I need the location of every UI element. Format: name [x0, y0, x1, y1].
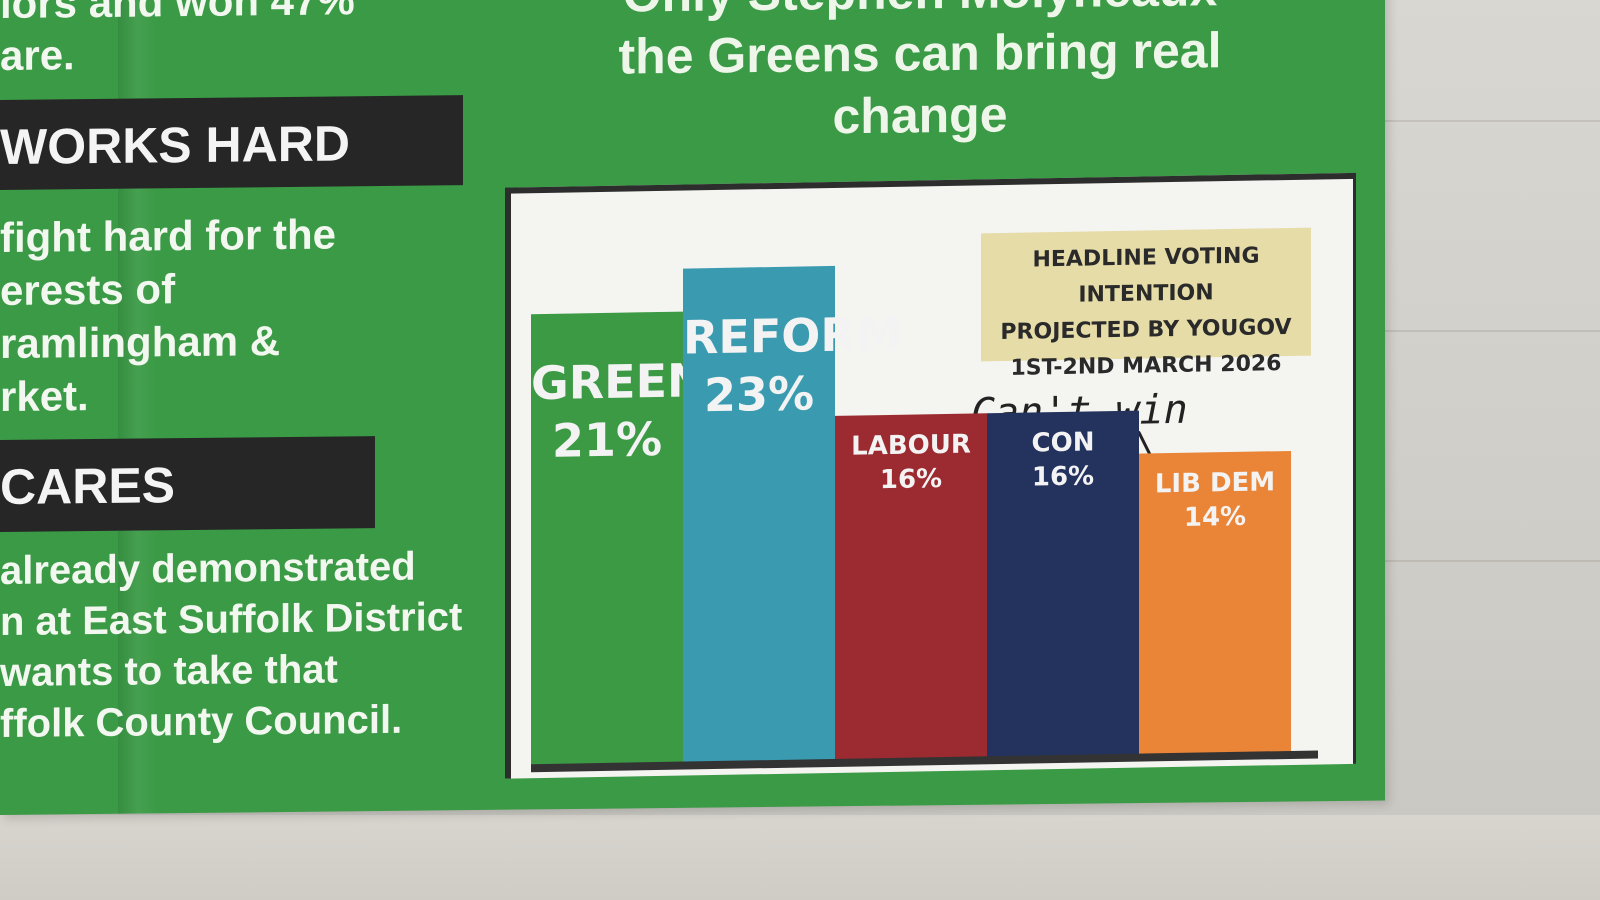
bar-value-label: 23% [703, 365, 815, 422]
bar-label: REFORM 23% [683, 306, 902, 425]
para-1-line-2: erests of [0, 265, 176, 314]
bar-label: GREEN 21% [531, 351, 706, 470]
bar-value-label: 21% [551, 411, 663, 468]
wood-grain [1360, 560, 1600, 562]
bar-reform: REFORM 23% [683, 265, 902, 764]
bar-label: CON 16% [987, 425, 1139, 496]
headline: Only Stephen Molyneaux the Greens can br… [540, 0, 1300, 150]
bar-category-label: LABOUR [851, 429, 971, 463]
para-1-line-4: rket. [0, 372, 89, 420]
para-2-line-4: ffolk County Council. [0, 697, 403, 746]
bar-green: GREEN 21% [531, 311, 706, 767]
bar-con: CON 16% [987, 411, 1139, 759]
banner-cares-text: CARES [0, 457, 176, 515]
headline-line-1: the Greens can bring real [618, 22, 1222, 85]
bar-category-label: REFORM [683, 306, 902, 365]
headline-line-2: change [832, 86, 1008, 145]
wood-grain [1360, 120, 1600, 122]
para-2-line-1: already demonstrated [0, 544, 416, 593]
leaflet: lors and won 47% are. WORKS HARD fight h… [0, 0, 1385, 815]
para-2-line-3: wants to take that [0, 647, 338, 695]
bar-lib-dem: LIB DEM 14% [1139, 451, 1291, 756]
para-1-line-3: ramlingham & [0, 317, 281, 367]
bar-category-label: GREEN [531, 352, 706, 410]
bar-label: LIB DEM 14% [1139, 465, 1291, 536]
bar-category-label: LIB DEM [1154, 467, 1276, 500]
wood-grain [1360, 330, 1600, 332]
bar-chart: HEADLINE VOTING INTENTION PROJECTED BY Y… [505, 172, 1356, 779]
table-surface [0, 815, 1600, 900]
bar-labour: LABOUR 16% [835, 413, 987, 761]
left-top-fragment-1: lors and won 47% [0, 0, 355, 27]
bar-category-label: CON [1031, 427, 1095, 459]
left-top-fragment-2: are. [0, 31, 75, 80]
para-2-line-2: n at East Suffolk District [0, 595, 463, 644]
bar-value-label: 16% [1031, 461, 1095, 493]
para-1-line-1: fight hard for the [0, 210, 336, 261]
banner-works-hard-text: WORKS HARD [0, 115, 350, 175]
bar-label: LABOUR 16% [835, 428, 987, 499]
bar-value-label: 16% [879, 464, 943, 496]
bar-value-label: 14% [1183, 502, 1247, 534]
banner-works-hard: WORKS HARD [0, 95, 463, 190]
banner-cares: CARES [0, 436, 375, 532]
